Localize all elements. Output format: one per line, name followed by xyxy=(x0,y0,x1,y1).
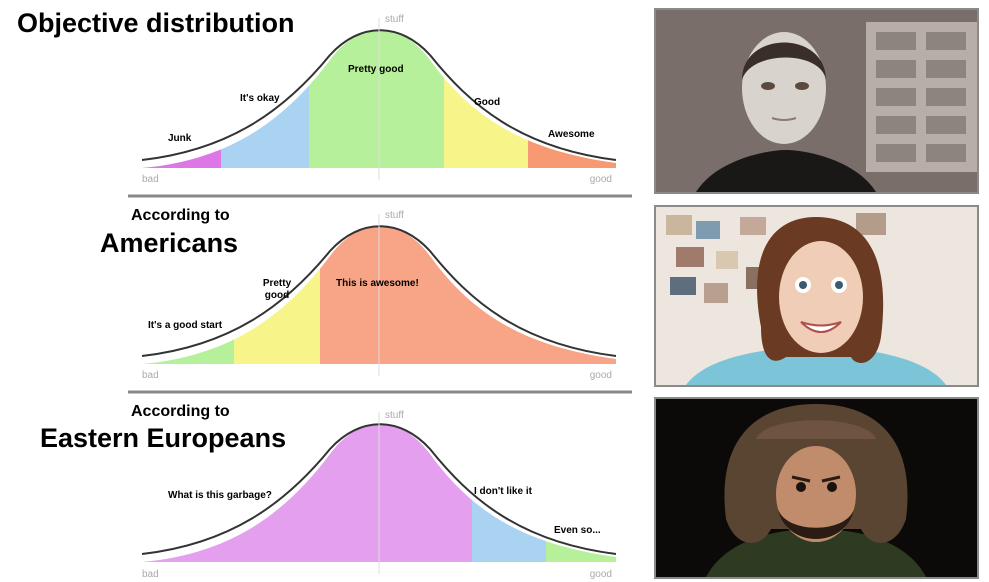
android-officer-portrait-icon xyxy=(656,10,977,192)
segment-i-dont-like-it xyxy=(472,424,546,562)
axis-left-label: bad xyxy=(142,174,159,185)
axis-left-label: bad xyxy=(142,370,159,381)
photo-3 xyxy=(654,397,979,579)
segment-awesome xyxy=(528,30,616,168)
segment-its-okay xyxy=(221,30,309,168)
panel-3-distribution-chart: stuff bad good What is this garbage? I d… xyxy=(141,410,617,580)
photo-1 xyxy=(654,8,979,194)
distribution-curve xyxy=(141,225,617,357)
axis-right-label: good xyxy=(590,370,612,381)
label-pretty-good: Pretty good xyxy=(263,278,292,301)
segment-pretty-good xyxy=(309,30,444,168)
label-even-so: Even so... xyxy=(554,525,601,536)
panel-3-title-line2: Eastern Europeans xyxy=(40,423,287,453)
segment-even-so xyxy=(546,424,616,562)
axis-right-label: good xyxy=(590,569,612,580)
panel-3-title-line1: According to xyxy=(131,403,230,420)
distribution-curve xyxy=(141,29,617,161)
man-in-fur-hat-portrait-icon xyxy=(656,399,977,577)
label-what-is-this-garbage: What is this garbage? xyxy=(168,490,272,501)
distribution-curve xyxy=(141,423,617,555)
label-awesome: Awesome xyxy=(548,129,595,140)
label-this-is-awesome: This is awesome! xyxy=(336,278,419,289)
panel-1-distribution-chart: stuff bad good Junk It's okay Pretty goo… xyxy=(128,14,632,198)
label-i-dont-like-it: I don't like it xyxy=(474,486,533,497)
axis-top-label: stuff xyxy=(385,410,404,421)
panel-2-title-line2: Americans xyxy=(100,228,239,258)
segment-its-a-good-start xyxy=(142,226,234,364)
label-junk: Junk xyxy=(168,133,192,144)
label-its-a-good-start: It's a good start xyxy=(148,320,223,331)
panel-2-distribution-chart: stuff bad good It's a good start Pretty g… xyxy=(128,210,632,394)
panel-1-title: Objective distribution xyxy=(17,8,295,38)
axis-top-label: stuff xyxy=(385,210,404,221)
axis-right-label: good xyxy=(590,174,612,185)
axis-left-label: bad xyxy=(142,569,159,580)
smiling-woman-portrait-icon xyxy=(656,207,977,385)
axis-top-label: stuff xyxy=(385,14,404,25)
photo-2 xyxy=(654,205,979,387)
label-its-okay: It's okay xyxy=(240,93,280,104)
label-good: Good xyxy=(474,97,500,108)
segment-what-is-this-garbage xyxy=(142,424,472,562)
panel-2-title-line1: According to xyxy=(131,207,230,224)
label-pretty-good: Pretty good xyxy=(348,64,404,75)
